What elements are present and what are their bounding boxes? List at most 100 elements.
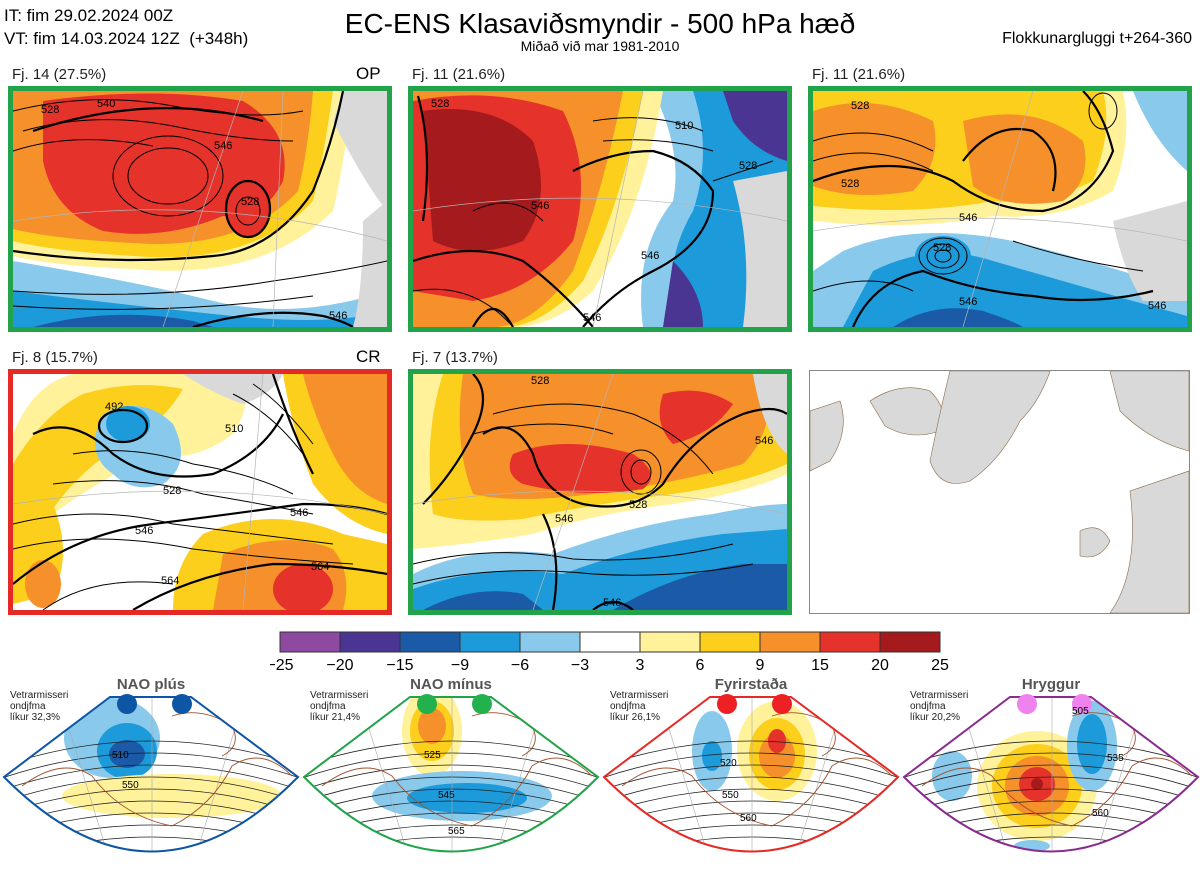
contour-label: 546 [755, 435, 773, 447]
valid-time: VT: fim 14.03.2024 12Z (+348h) [4, 29, 249, 48]
contour-label: 550 [722, 790, 739, 801]
regime-panel-2: 525 545 565 NAO mínus Vetrarmisseri ondjfma lí… [302, 676, 600, 868]
contour-label: 528 [933, 242, 951, 254]
contour-label: 520 [720, 758, 737, 769]
cluster-3-label: Fj. 11 (21.6%) [812, 66, 906, 83]
colorbar-swatch [579, 631, 641, 653]
contour-label: 546 [641, 250, 659, 262]
contour-label: 492 [105, 401, 123, 413]
regime-info-line: líkur 20,2% [910, 712, 961, 723]
colorbar-swatch [879, 631, 941, 653]
regime-map: 520 550 560 [602, 694, 900, 853]
header-info: IT: fim 29.02.2024 00Z VT: fim 14.03.202… [4, 4, 248, 50]
page-title: EC-ENS Klasaviðsmyndir - 500 hPa hæð [344, 8, 856, 39]
contour-label: 510 [675, 120, 693, 132]
regime-dot-icon [172, 694, 192, 714]
colorbar-tick-label: 25 [931, 657, 949, 674]
contour-label: 546 [531, 200, 549, 212]
regime-info-line: líkur 21,4% [310, 712, 361, 723]
regime-dot-icon [772, 694, 792, 714]
regime-dot-icon [417, 694, 437, 714]
regime-map: 525 545 565 [302, 694, 600, 853]
regime-name: Fyrirstaða [714, 676, 788, 693]
contour-label: 528 [851, 100, 869, 112]
contour-label: 528 [41, 104, 59, 116]
regime-info: Vetrarmisseri ondjfma líkur 26,1% [610, 690, 668, 723]
colorbar-swatch [459, 631, 521, 653]
regime-panel-4: 505 535 560 Hryggur Vetrarmisseri ondjfma líku… [902, 676, 1200, 868]
contour-label: 535 [1107, 753, 1124, 764]
regime-info-line: ondjfma [10, 701, 46, 712]
colorbar-tick-label: −3 [571, 657, 589, 674]
colorbar-swatch [339, 631, 401, 653]
regime-name: Hryggur [1021, 676, 1081, 693]
colorbar-swatch [819, 631, 881, 653]
colorbar-tick-label: 3 [636, 657, 645, 674]
contour-label: 546 [959, 212, 977, 224]
regime-dot-icon [117, 694, 137, 714]
regime-panel-3: 520 550 560 Fyrirstaða Vetrarmisseri ondjfma l… [602, 676, 900, 868]
regime-info-line: líkur 26,1% [610, 712, 661, 723]
colorbar-tick-label: −6 [511, 657, 529, 674]
contour-label: 546 [329, 310, 347, 322]
classification-window: Flokkunargluggi t+264-360 [1002, 30, 1192, 47]
anomaly-colorbar: −25 −20 −15 −9 −6 −3 3 6 9 15 20 25 [270, 631, 949, 674]
contour-label: 528 [163, 485, 181, 497]
page-subtitle: Miðað við mar 1981-2010 [520, 38, 680, 54]
contour-label: 546 [290, 507, 308, 519]
contour-label: 528 [841, 178, 859, 190]
cluster-1-tag: OP [356, 64, 381, 83]
cluster-3-map: 528 528 546 528 546 546 [808, 86, 1192, 332]
regime-info: Vetrarmisseri ondjfma líkur 21,4% [310, 690, 368, 723]
contour-label: 564 [161, 575, 179, 587]
contour-label: 528 [629, 499, 647, 511]
cluster-1-label: Fj. 14 (27.5%) [12, 66, 107, 83]
colorbar-swatch [759, 631, 821, 653]
colorbar-tick-label: 6 [696, 657, 705, 674]
colorbar-tick-label: −9 [451, 657, 469, 674]
contour-label: 565 [448, 826, 465, 837]
contour-label: 528 [531, 375, 549, 387]
regime-dot-icon [472, 694, 492, 714]
contour-label: 560 [1092, 808, 1109, 819]
regime-dot-icon [1017, 694, 1037, 714]
cluster-2-label: Fj. 11 (21.6%) [412, 66, 506, 83]
colorbar-tick-label: 9 [756, 657, 765, 674]
regime-info-line: ondjfma [610, 701, 646, 712]
colorbar-swatch [519, 631, 581, 653]
regime-info: Vetrarmisseri ondjfma líkur 20,2% [910, 690, 968, 723]
initial-time: IT: fim 29.02.2024 00Z [4, 6, 174, 25]
contour-label: 528 [739, 160, 757, 172]
regime-info: Vetrarmisseri ondjfma líkur 32,3% [10, 690, 68, 723]
contour-label: 540 [97, 98, 115, 110]
contour-label: 564 [311, 561, 329, 573]
cluster-1-map: 528 540 546 528 546 [8, 86, 392, 332]
contour-label: 510 [112, 750, 129, 761]
blank-map [809, 370, 1190, 614]
colorbar-tick-label: −20 [326, 657, 353, 674]
colorbar-swatch [399, 631, 461, 653]
colorbar-swatch [639, 631, 701, 653]
contour-label: 528 [241, 196, 259, 208]
regime-info-line: Vetrarmisseri [610, 690, 669, 701]
colorbar-tick-label: −25 [270, 657, 294, 674]
colorbar-tick-label: −15 [386, 657, 413, 674]
regime-panel-1: 510 550 NAO plús Vetrarmisseri ondjfma líkur … [2, 676, 300, 868]
cluster-5-map: 528 528 546 546 546 [408, 369, 792, 615]
colorbar-swatch [699, 631, 761, 653]
contour-label: 546 [583, 312, 601, 324]
regime-info-line: Vetrarmisseri [310, 690, 369, 701]
regime-info-line: líkur 32,3% [10, 712, 61, 723]
regime-dot-icon [1072, 694, 1092, 714]
colorbar-swatch [279, 631, 341, 653]
colorbar-tick-label: 20 [871, 657, 889, 674]
cluster-4-map: 492 510 528 546 546 564 564 [8, 369, 392, 615]
contour-label: 525 [424, 750, 441, 761]
contour-label: 560 [740, 813, 757, 824]
regime-name: NAO mínus [410, 676, 492, 693]
regime-info-line: ondjfma [910, 701, 946, 712]
cluster-5-label: Fj. 7 (13.7%) [412, 349, 498, 366]
regime-map: 510 550 [2, 694, 300, 853]
regime-map: 505 535 560 [902, 694, 1200, 853]
regime-info-line: Vetrarmisseri [910, 690, 969, 701]
